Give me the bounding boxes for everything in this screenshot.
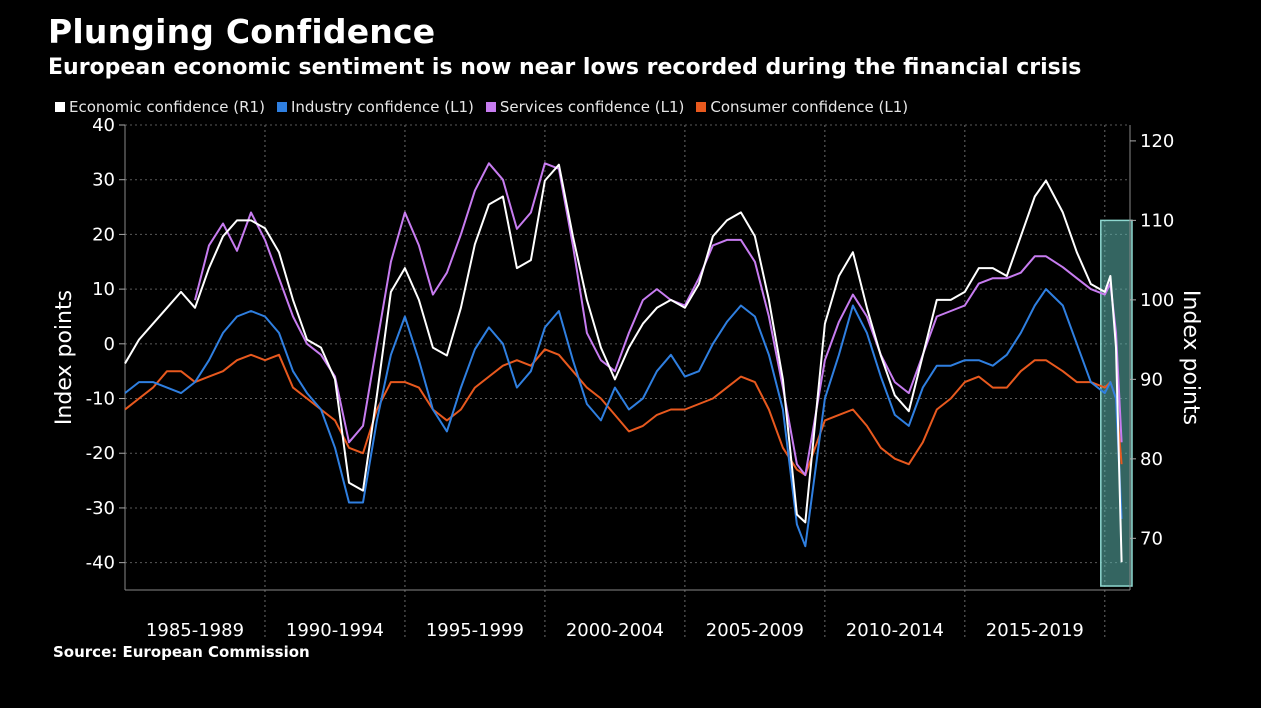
chart-canvas: 403020100-10-20-30-40120110100908070Inde… [52,115,1203,640]
legend-swatch-services [485,102,496,112]
legend-swatch-consumer [696,102,707,112]
legend-item-consumer: Consumer confidence (L1) [696,98,908,116]
chart-subtitle: European economic sentiment is now near … [48,55,1082,80]
legend-label-consumer: Consumer confidence (L1) [710,98,909,116]
left-tick-label: 30 [92,170,115,191]
right-tick-label: 100 [1140,290,1174,311]
left-tick-label: -30 [86,498,115,519]
right-tick-label: 120 [1140,131,1174,152]
right-tick-label: 110 [1140,210,1174,231]
left-axis-title: Index points [52,290,77,425]
x-period-label: 1990-1994 [286,620,384,640]
legend: Economic confidence (R1) Industry confid… [55,97,920,117]
series-line-industry [124,288,1123,548]
chart-title: Plunging Confidence [48,12,436,51]
left-tick-label: -20 [86,443,115,464]
left-tick-label: -10 [86,389,115,410]
left-tick-label: 10 [92,279,115,300]
right-axis-title: Index points [1178,290,1203,425]
series-line-services [194,162,1123,477]
x-period-label: 1985-1989 [146,620,244,640]
legend-label-economic: Economic confidence (R1) [69,98,265,116]
legend-item-services: Services confidence (L1) [485,98,685,116]
x-period-label: 2000-2004 [566,620,664,640]
legend-item-economic: Economic confidence (R1) [55,98,265,116]
legend-label-services: Services confidence (L1) [499,98,685,116]
right-tick-label: 70 [1140,528,1163,549]
x-period-label: 2015-2019 [986,620,1084,640]
series-line-consumer [124,348,1123,477]
series-line-economic [124,163,1123,563]
source-note: Source: European Commission [53,643,310,661]
legend-swatch-industry [276,102,287,112]
left-tick-label: 0 [104,334,115,355]
left-tick-label: 20 [92,224,115,245]
x-period-label: 2010-2014 [846,620,944,640]
right-tick-label: 90 [1140,369,1163,390]
legend-swatch-economic [55,102,65,112]
legend-label-industry: Industry confidence (L1) [290,98,474,116]
legend-item-industry: Industry confidence (L1) [276,98,474,116]
x-period-label: 2005-2009 [706,620,804,640]
right-tick-label: 80 [1140,449,1163,470]
x-period-label: 1995-1999 [426,620,524,640]
left-tick-label: -40 [86,553,115,574]
left-tick-label: 40 [92,115,115,136]
